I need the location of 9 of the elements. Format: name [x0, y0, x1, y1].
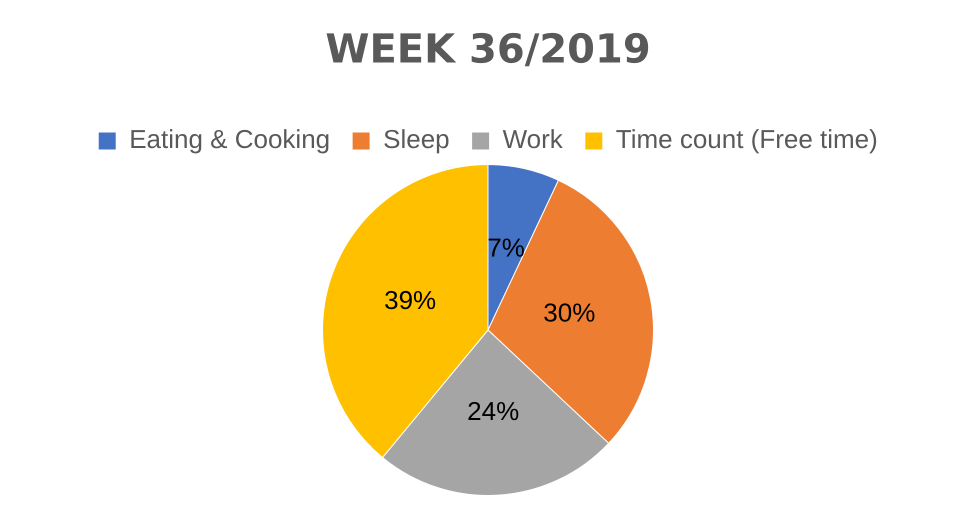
chart-title: WEEK 36/2019 [325, 26, 651, 72]
legend-label: Work [502, 124, 564, 154]
data-label: 7% [487, 232, 525, 262]
legend-label: Time count (Free time) [616, 124, 878, 154]
data-label: 39% [384, 285, 436, 316]
data-label: 24% [467, 396, 520, 426]
legend-label: Sleep [383, 124, 450, 154]
data-label: 30% [543, 298, 596, 328]
legend-label: Eating & Cooking [129, 124, 330, 154]
